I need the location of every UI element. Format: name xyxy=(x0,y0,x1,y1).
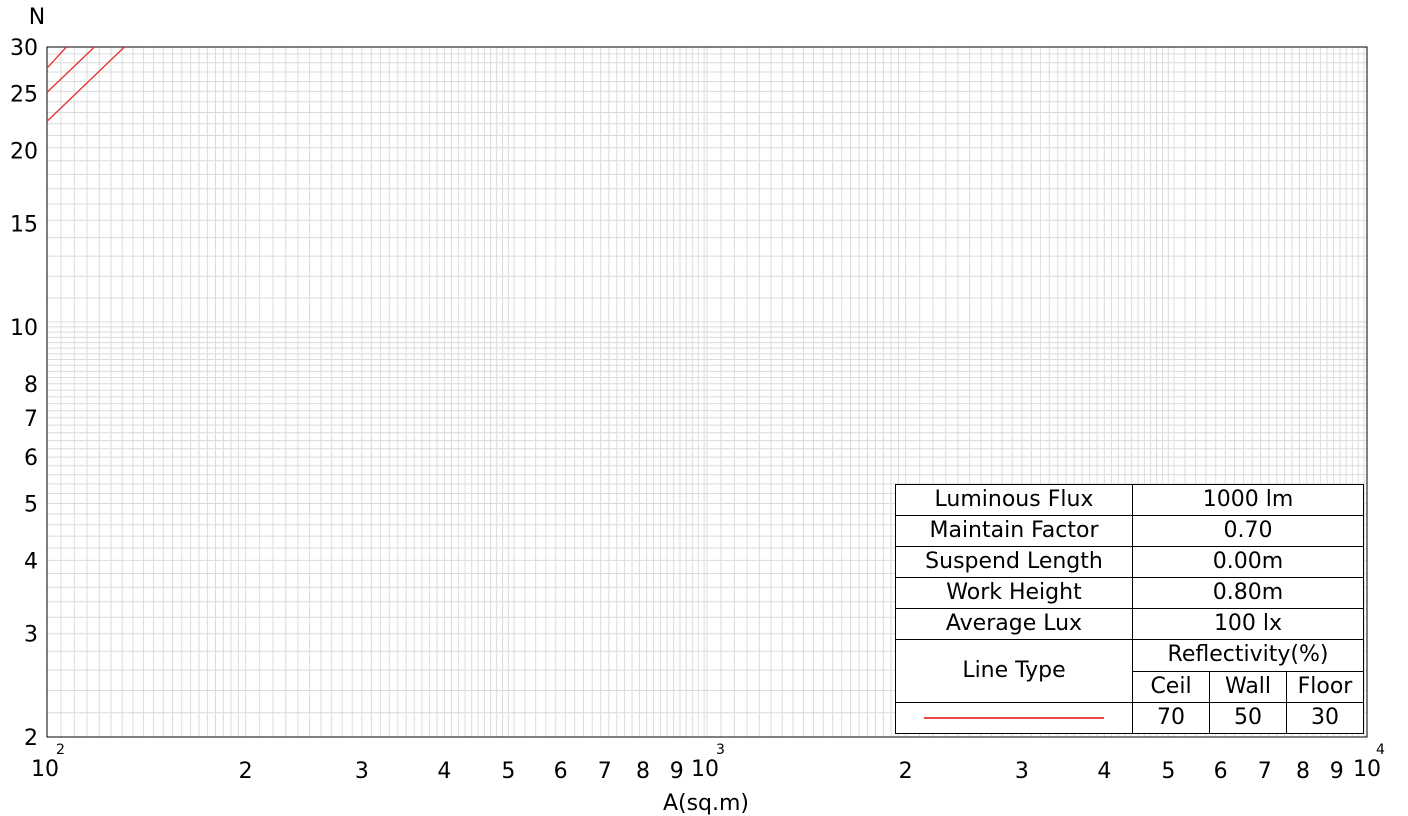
x-tick-label: 9 xyxy=(1330,759,1344,784)
table-row: Luminous Flux 1000 lm xyxy=(895,484,1364,516)
wall-label: Wall xyxy=(1209,670,1287,703)
x-tick-exponent: 4 xyxy=(1376,742,1385,758)
y-tick-labels: 2 3 4 5 6 7 8 10 15 20 25 30 xyxy=(10,36,38,751)
x-tick-label: 7 xyxy=(1258,759,1272,784)
series-line xyxy=(46,46,125,122)
x-tick-label: 10 xyxy=(1353,757,1381,782)
table-row: Ceil Wall Floor xyxy=(896,670,1364,703)
luminous-flux-label: Luminous Flux xyxy=(895,484,1133,516)
x-tick-label: 4 xyxy=(1097,759,1111,784)
table-row: Suspend Length 0.00m xyxy=(895,546,1364,578)
y-tick-label: 3 xyxy=(24,623,38,648)
work-height-value: 0.80m xyxy=(1132,577,1364,609)
x-tick-label: 8 xyxy=(1296,759,1310,784)
x-tick-label: 2 xyxy=(899,759,913,784)
ceil-value: 70 xyxy=(1132,702,1210,734)
average-lux-value: 100 lx xyxy=(1132,608,1364,640)
y-tick-label: 6 xyxy=(24,446,38,471)
series-line xyxy=(46,46,95,93)
suspend-length-label: Suspend Length xyxy=(895,546,1133,578)
table-row: Line Type Reflectivity(%) xyxy=(895,639,1364,703)
x-tick-label: 5 xyxy=(501,759,515,784)
series-line xyxy=(46,46,67,69)
x-axis-title: A(sq.m) xyxy=(663,791,749,816)
ceil-label: Ceil xyxy=(1132,670,1210,703)
average-lux-label: Average Lux xyxy=(895,608,1133,640)
x-tick-label: 6 xyxy=(554,759,568,784)
maintain-factor-value: 0.70 xyxy=(1132,515,1364,547)
x-tick-exponent: 2 xyxy=(56,742,65,758)
line-type-sample-cell xyxy=(895,702,1133,734)
y-axis-title: N xyxy=(29,5,45,30)
line-type-label: Line Type xyxy=(895,639,1133,703)
x-tick-label: 10 xyxy=(691,757,719,782)
parameter-table: Luminous Flux 1000 lm Maintain Factor 0.… xyxy=(895,484,1364,734)
reflectivity-label: Reflectivity(%) xyxy=(1132,639,1364,672)
y-tick-label: 2 xyxy=(24,726,38,751)
line-type-sample xyxy=(924,717,1104,719)
floor-value: 30 xyxy=(1286,702,1364,734)
suspend-length-value: 0.00m xyxy=(1132,546,1364,578)
y-tick-label: 10 xyxy=(10,316,38,341)
plot-frame xyxy=(46,46,1368,738)
x-tick-label: 10 xyxy=(31,757,59,782)
x-tick-label: 3 xyxy=(1015,759,1029,784)
table-row: Maintain Factor 0.70 xyxy=(895,515,1364,547)
y-tick-label: 8 xyxy=(24,373,38,398)
x-tick-exponent: 3 xyxy=(716,742,725,758)
x-tick-label: 6 xyxy=(1214,759,1228,784)
maintain-factor-label: Maintain Factor xyxy=(895,515,1133,547)
y-tick-label: 7 xyxy=(24,407,38,432)
y-tick-label: 30 xyxy=(10,36,38,61)
work-height-label: Work Height xyxy=(895,577,1133,609)
y-tick-label: 4 xyxy=(24,549,38,574)
x-tick-label: 5 xyxy=(1161,759,1175,784)
table-row: 70 50 30 xyxy=(895,702,1364,734)
x-tick-label: 4 xyxy=(437,759,451,784)
x-tick-label: 2 xyxy=(239,759,253,784)
x-tick-label: 7 xyxy=(598,759,612,784)
wall-value: 50 xyxy=(1209,702,1287,734)
y-tick-label: 20 xyxy=(10,139,38,164)
x-tick-label: 9 xyxy=(670,759,684,784)
luminous-flux-value: 1000 lm xyxy=(1132,484,1364,516)
y-tick-label: 15 xyxy=(10,213,38,238)
table-row: Work Height 0.80m xyxy=(895,577,1364,609)
floor-label: Floor xyxy=(1286,670,1364,703)
table-row: Average Lux 100 lx xyxy=(895,608,1364,640)
x-tick-label: 8 xyxy=(636,759,650,784)
x-tick-label: 3 xyxy=(355,759,369,784)
chart-series-group xyxy=(46,46,125,122)
y-tick-label: 25 xyxy=(10,82,38,107)
y-tick-label: 5 xyxy=(24,493,38,518)
